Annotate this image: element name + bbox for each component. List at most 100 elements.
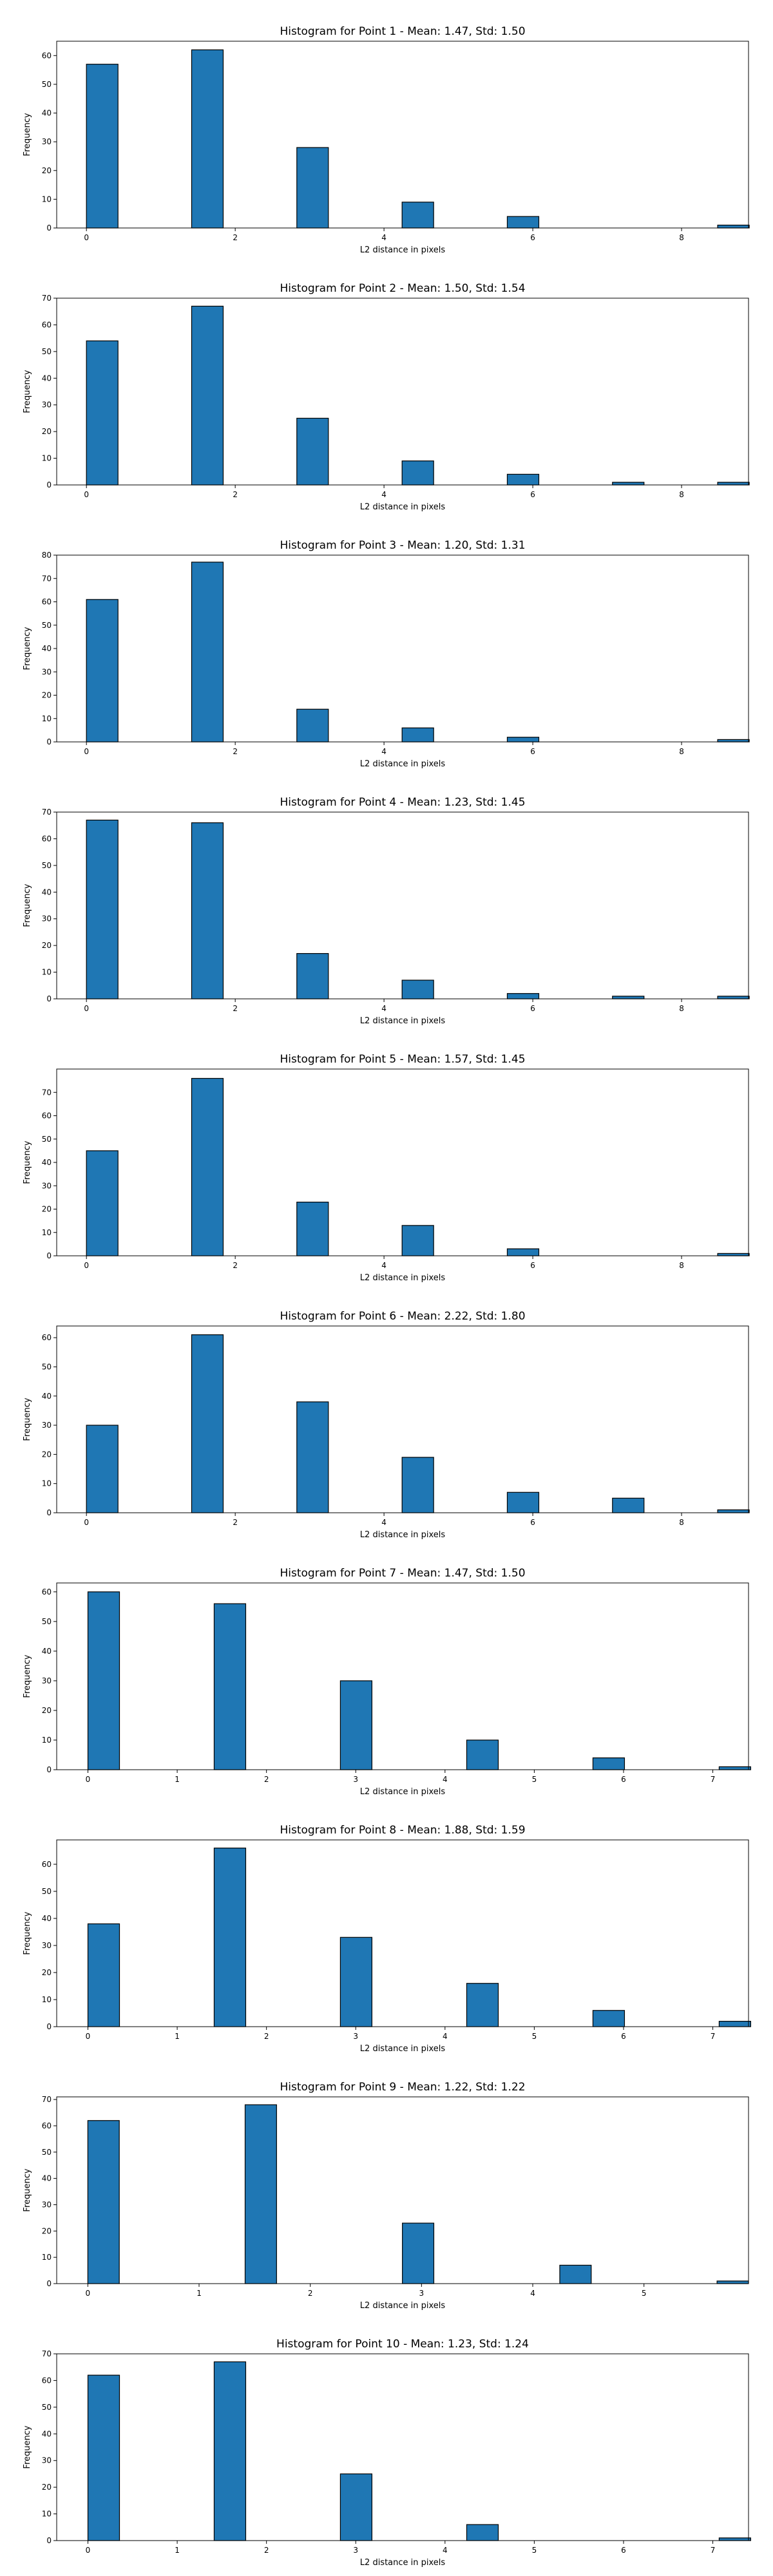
- x-tick-label: 8: [679, 1261, 684, 1270]
- y-tick-label: 50: [42, 1135, 52, 1144]
- x-tick-label: 3: [419, 2289, 425, 2298]
- y-tick-label: 60: [42, 1333, 52, 1342]
- x-tick-label: 1: [175, 1775, 180, 1784]
- x-tick-label: 5: [642, 2289, 647, 2298]
- y-tick-label: 20: [42, 691, 52, 700]
- y-tick-label: 40: [42, 887, 52, 896]
- x-tick-label: 0: [86, 2032, 91, 2041]
- y-tick-label: 30: [42, 401, 52, 410]
- y-tick-label: 20: [42, 1968, 52, 1977]
- y-axis-label: Frequency: [23, 1397, 32, 1441]
- plot-frame: [56, 1839, 749, 2027]
- x-tick-label: 4: [381, 1518, 386, 1527]
- y-tick-label: 70: [42, 808, 52, 817]
- y-tick-label: 30: [42, 137, 52, 146]
- histogram-bar: [401, 1457, 434, 1513]
- histogram-bar: [506, 216, 540, 229]
- histogram-bar: [612, 482, 645, 486]
- y-tick-label: 40: [42, 644, 52, 653]
- x-tick-label: 2: [233, 490, 238, 499]
- y-tick-label: 50: [42, 1362, 52, 1371]
- y-tick-label: 30: [42, 914, 52, 923]
- x-tick-label: 8: [679, 1004, 684, 1013]
- chart-title: Histogram for Point 3 - Mean: 1.20, Std:…: [280, 539, 525, 552]
- y-tick-label: 50: [42, 1617, 52, 1626]
- y-tick-label: 60: [42, 834, 52, 843]
- y-tick-label: 30: [42, 667, 52, 676]
- y-tick-label: 20: [42, 2483, 52, 2492]
- y-tick-label: 20: [42, 1205, 52, 1214]
- x-tick-label: 3: [353, 2546, 358, 2555]
- x-tick-label: 7: [711, 1775, 716, 1784]
- histogram-bar: [506, 1248, 540, 1256]
- y-tick-label: 50: [42, 80, 52, 89]
- chart-title: Histogram for Point 9 - Mean: 1.22, Std:…: [280, 2081, 525, 2094]
- histogram-bar: [717, 482, 750, 486]
- y-tick-label: 10: [42, 2253, 52, 2262]
- histogram-bar: [86, 599, 119, 743]
- x-tick-label: 4: [381, 1261, 386, 1270]
- x-tick-label: 6: [621, 1775, 626, 1784]
- y-tick-label: 50: [42, 2403, 52, 2412]
- histogram-bar: [717, 1509, 750, 1513]
- y-tick-label: 0: [46, 2279, 52, 2288]
- x-tick-label: 5: [532, 2032, 537, 2041]
- histogram-bar: [339, 2473, 373, 2541]
- x-tick-label: 0: [84, 747, 89, 756]
- y-tick-label: 0: [46, 1765, 52, 1774]
- histogram-bar: [401, 980, 434, 999]
- histogram-bar: [86, 819, 119, 999]
- y-tick-label: 0: [46, 1251, 52, 1260]
- histogram-bar: [466, 2524, 499, 2541]
- histogram-bar: [716, 2280, 749, 2284]
- histogram-bar: [718, 1766, 752, 1770]
- y-tick-label: 50: [42, 621, 52, 630]
- y-tick-label: 30: [42, 1181, 52, 1190]
- chart-title: Histogram for Point 1 - Mean: 1.47, Std:…: [280, 25, 525, 38]
- x-tick-label: 4: [530, 2289, 535, 2298]
- x-tick-label: 4: [443, 2546, 448, 2555]
- histogram-bar: [296, 1202, 329, 1256]
- x-tick-label: 0: [84, 233, 89, 242]
- plot-frame: [56, 811, 749, 999]
- y-tick-label: 70: [42, 574, 52, 583]
- histogram-bar: [296, 417, 329, 486]
- x-tick-label: 6: [621, 2546, 626, 2555]
- y-tick-label: 0: [46, 1508, 52, 1517]
- y-tick-label: 10: [42, 1995, 52, 2004]
- y-tick-label: 0: [46, 994, 52, 1003]
- x-tick-label: 8: [679, 747, 684, 756]
- y-tick-label: 10: [42, 194, 52, 204]
- y-tick-label: 50: [42, 1887, 52, 1896]
- y-tick-label: 10: [42, 1479, 52, 1488]
- chart-4: Histogram for Point 4 - Mean: 1.23, Std:…: [23, 796, 750, 1026]
- x-tick-label: 5: [532, 2546, 537, 2555]
- chart-10: Histogram for Point 10 - Mean: 1.23, Std…: [23, 2338, 752, 2568]
- y-tick-label: 30: [42, 2200, 52, 2209]
- y-tick-label: 0: [46, 2022, 52, 2031]
- x-tick-label: 3: [353, 2032, 358, 2041]
- y-axis-label: Frequency: [23, 1654, 32, 1698]
- plot-frame: [56, 298, 749, 486]
- y-tick-label: 30: [42, 2456, 52, 2465]
- histogram-bar: [86, 340, 119, 486]
- y-tick-label: 60: [42, 2376, 52, 2385]
- histogram-bar: [401, 727, 434, 743]
- y-tick-label: 20: [42, 2226, 52, 2235]
- x-axis-label: L2 distance in pixels: [360, 245, 446, 255]
- x-tick-label: 6: [621, 2032, 626, 2041]
- histogram-bar: [402, 2222, 435, 2284]
- y-tick-label: 60: [42, 320, 52, 329]
- histogram-bar: [612, 1497, 645, 1513]
- x-tick-label: 0: [84, 1518, 89, 1527]
- y-tick-label: 40: [42, 1158, 52, 1167]
- y-tick-label: 60: [42, 1587, 52, 1596]
- x-tick-label: 2: [233, 1518, 238, 1527]
- y-tick-label: 30: [42, 1421, 52, 1430]
- histogram-bar: [339, 1680, 373, 1770]
- plot-frame: [56, 1582, 749, 1770]
- histogram-bar: [506, 1492, 540, 1513]
- chart-title: Histogram for Point 7 - Mean: 1.47, Std:…: [280, 1567, 525, 1580]
- x-tick-label: 0: [84, 1004, 89, 1013]
- y-tick-label: 60: [42, 1112, 52, 1121]
